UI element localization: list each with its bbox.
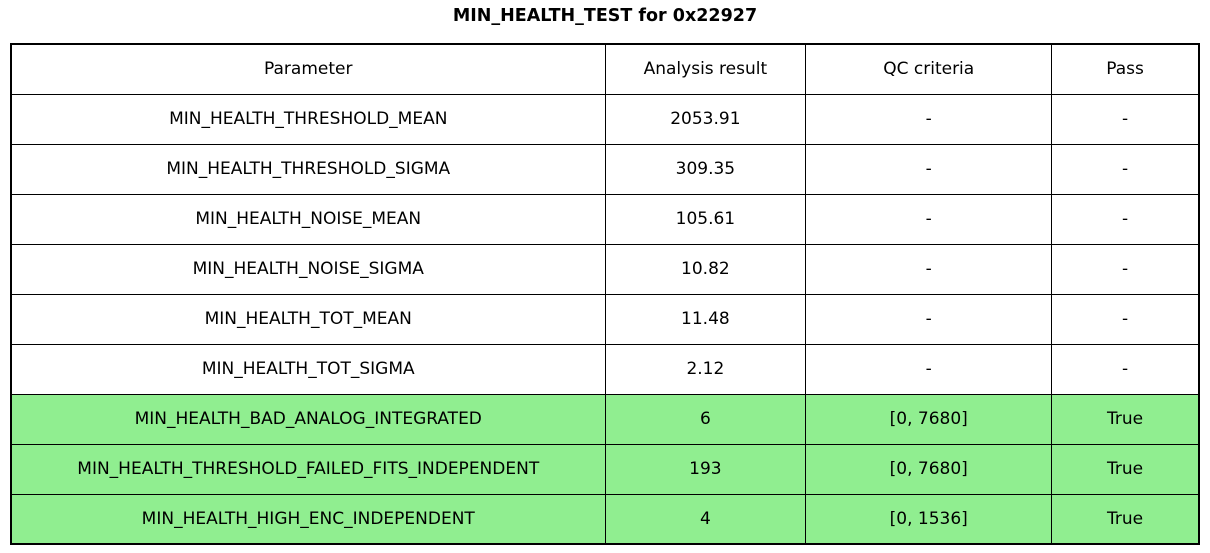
column-header-analysis-result: Analysis result (604, 43, 807, 95)
cell-pass: - (1051, 143, 1200, 195)
cell-pass: True (1051, 443, 1200, 495)
cell-pass: - (1051, 343, 1200, 395)
cell-qc-criteria: [0, 7680] (805, 393, 1053, 445)
cell-qc-criteria: - (805, 193, 1053, 245)
cell-pass: True (1051, 493, 1200, 545)
cell-qc-criteria: [0, 7680] (805, 443, 1053, 495)
cell-analysis-result: 105.61 (604, 193, 807, 245)
table-row-passed: MIN_HEALTH_BAD_ANALOG_INTEGRATED 6 [0, 7… (10, 393, 1200, 445)
cell-pass: - (1051, 193, 1200, 245)
table-row-passed: MIN_HEALTH_HIGH_ENC_INDEPENDENT 4 [0, 15… (10, 493, 1200, 545)
table-row: MIN_HEALTH_THRESHOLD_SIGMA 309.35 - - (10, 143, 1200, 195)
cell-pass: - (1051, 293, 1200, 345)
table-row: MIN_HEALTH_NOISE_SIGMA 10.82 - - (10, 243, 1200, 295)
cell-analysis-result: 6 (604, 393, 807, 445)
page-title: MIN_HEALTH_TEST for 0x22927 (452, 6, 758, 26)
table-row: MIN_HEALTH_TOT_SIGMA 2.12 - - (10, 343, 1200, 395)
cell-parameter: MIN_HEALTH_NOISE_SIGMA (10, 243, 606, 295)
column-header-pass: Pass (1051, 43, 1200, 95)
cell-analysis-result: 2.12 (604, 343, 807, 395)
cell-pass: - (1051, 243, 1200, 295)
cell-analysis-result: 2053.91 (604, 93, 807, 145)
table-row: MIN_HEALTH_NOISE_MEAN 105.61 - - (10, 193, 1200, 245)
cell-analysis-result: 309.35 (604, 143, 807, 195)
table-row: MIN_HEALTH_THRESHOLD_MEAN 2053.91 - - (10, 93, 1200, 145)
table-row-passed: MIN_HEALTH_THRESHOLD_FAILED_FITS_INDEPEN… (10, 443, 1200, 495)
cell-parameter: MIN_HEALTH_THRESHOLD_MEAN (10, 93, 606, 145)
table-row: MIN_HEALTH_TOT_MEAN 11.48 - - (10, 293, 1200, 345)
cell-qc-criteria: - (805, 293, 1053, 345)
cell-analysis-result: 4 (604, 493, 807, 545)
header-row: Parameter Analysis result QC criteria Pa… (10, 43, 1200, 95)
cell-qc-criteria: - (805, 343, 1053, 395)
cell-pass: - (1051, 93, 1200, 145)
cell-parameter: MIN_HEALTH_NOISE_MEAN (10, 193, 606, 245)
cell-parameter: MIN_HEALTH_THRESHOLD_SIGMA (10, 143, 606, 195)
cell-parameter: MIN_HEALTH_BAD_ANALOG_INTEGRATED (10, 393, 606, 445)
column-header-qc-criteria: QC criteria (805, 43, 1053, 95)
cell-analysis-result: 11.48 (604, 293, 807, 345)
cell-analysis-result: 193 (604, 443, 807, 495)
cell-parameter: MIN_HEALTH_TOT_SIGMA (10, 343, 606, 395)
qc-results-table: Parameter Analysis result QC criteria Pa… (10, 43, 1200, 545)
cell-qc-criteria: - (805, 243, 1053, 295)
cell-parameter: MIN_HEALTH_THRESHOLD_FAILED_FITS_INDEPEN… (10, 443, 606, 495)
cell-qc-criteria: - (805, 93, 1053, 145)
cell-parameter: MIN_HEALTH_HIGH_ENC_INDEPENDENT (10, 493, 606, 545)
cell-analysis-result: 10.82 (604, 243, 807, 295)
cell-pass: True (1051, 393, 1200, 445)
cell-qc-criteria: - (805, 143, 1053, 195)
column-header-parameter: Parameter (10, 43, 606, 95)
cell-parameter: MIN_HEALTH_TOT_MEAN (10, 293, 606, 345)
cell-qc-criteria: [0, 1536] (805, 493, 1053, 545)
